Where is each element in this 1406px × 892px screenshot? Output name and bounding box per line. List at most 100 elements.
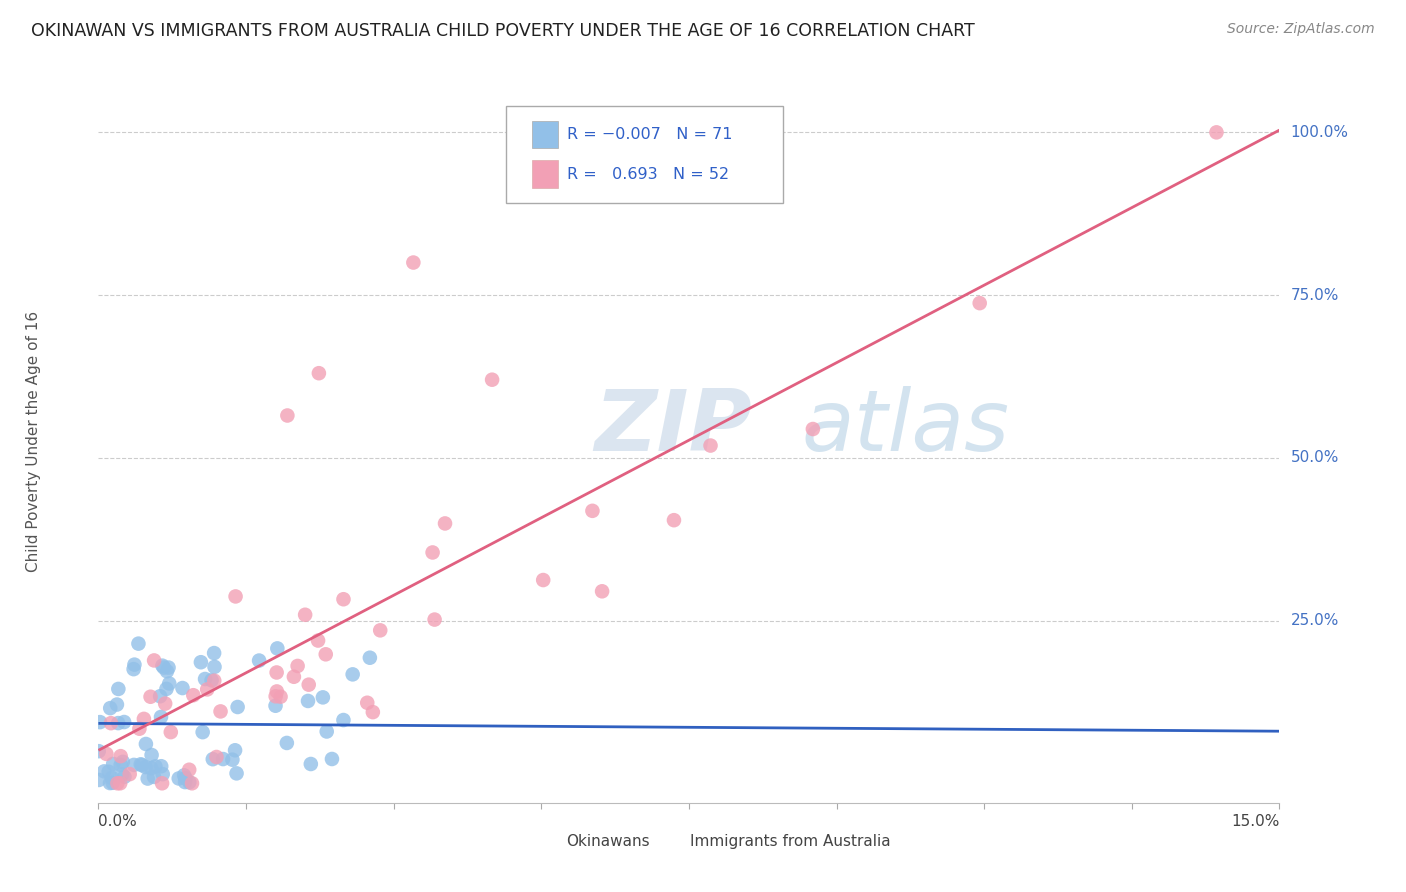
Point bbox=[174, 775, 197, 789]
Point bbox=[150, 710, 173, 724]
Text: R = −0.007   N = 71: R = −0.007 N = 71 bbox=[567, 127, 733, 142]
Point bbox=[157, 660, 180, 674]
Point bbox=[969, 296, 991, 310]
Point bbox=[132, 712, 155, 726]
Point bbox=[359, 650, 381, 665]
Point bbox=[179, 763, 201, 777]
Point bbox=[662, 513, 685, 527]
Point bbox=[297, 694, 319, 708]
Point bbox=[368, 624, 391, 638]
Point bbox=[225, 766, 247, 780]
Point bbox=[101, 756, 124, 771]
Point bbox=[221, 753, 243, 767]
Point bbox=[307, 633, 329, 648]
FancyBboxPatch shape bbox=[506, 105, 783, 203]
Point bbox=[114, 770, 136, 784]
Point bbox=[423, 613, 446, 627]
Point bbox=[98, 701, 121, 715]
Point bbox=[195, 682, 218, 697]
Point bbox=[202, 673, 225, 688]
Point bbox=[283, 670, 305, 684]
Point bbox=[87, 772, 110, 787]
Text: 100.0%: 100.0% bbox=[1291, 125, 1348, 140]
Point bbox=[276, 409, 298, 423]
Point bbox=[93, 764, 115, 779]
Point bbox=[209, 705, 232, 719]
Point bbox=[97, 764, 120, 779]
Point bbox=[287, 659, 309, 673]
Point bbox=[143, 770, 166, 784]
Point bbox=[149, 690, 172, 704]
Point bbox=[139, 690, 162, 704]
Point bbox=[107, 716, 129, 731]
Bar bbox=[531, 120, 558, 148]
Point bbox=[422, 545, 444, 559]
Point bbox=[107, 681, 129, 696]
Point bbox=[128, 722, 150, 736]
Point bbox=[225, 590, 247, 604]
Text: OKINAWAN VS IMMIGRANTS FROM AUSTRALIA CHILD POVERTY UNDER THE AGE OF 16 CORRELAT: OKINAWAN VS IMMIGRANTS FROM AUSTRALIA CH… bbox=[31, 22, 974, 40]
Point bbox=[332, 713, 354, 727]
Point bbox=[157, 676, 180, 690]
Point bbox=[96, 747, 118, 761]
Point bbox=[127, 637, 149, 651]
Bar bbox=[531, 161, 558, 188]
Point bbox=[172, 681, 194, 695]
Point bbox=[153, 697, 176, 711]
Point bbox=[124, 657, 146, 672]
Point bbox=[342, 667, 364, 681]
Point bbox=[152, 767, 174, 781]
Point bbox=[129, 757, 152, 772]
Point bbox=[194, 672, 217, 686]
Point bbox=[204, 660, 226, 674]
Point bbox=[118, 767, 141, 781]
Point bbox=[135, 760, 157, 774]
Point bbox=[402, 255, 425, 269]
Point bbox=[226, 700, 249, 714]
Point bbox=[361, 705, 384, 719]
Point bbox=[332, 592, 354, 607]
Point bbox=[131, 758, 153, 772]
Point bbox=[181, 688, 204, 702]
Point bbox=[202, 646, 225, 660]
Point bbox=[159, 725, 181, 739]
Point bbox=[141, 747, 163, 762]
Point bbox=[434, 516, 457, 531]
Point bbox=[122, 662, 145, 676]
Text: atlas: atlas bbox=[801, 385, 1010, 468]
Point bbox=[89, 715, 111, 730]
Point bbox=[167, 772, 190, 786]
Point bbox=[308, 366, 330, 380]
Bar bbox=[530, 834, 554, 850]
Point bbox=[270, 690, 292, 704]
Point bbox=[155, 681, 177, 696]
Point bbox=[181, 776, 204, 790]
Point bbox=[152, 658, 174, 673]
Point bbox=[224, 743, 246, 757]
Point bbox=[150, 759, 173, 773]
Point bbox=[212, 752, 235, 766]
Point bbox=[150, 776, 173, 790]
Point bbox=[247, 654, 270, 668]
Point bbox=[266, 641, 288, 656]
Point bbox=[581, 504, 603, 518]
Point bbox=[356, 696, 378, 710]
Point bbox=[299, 757, 322, 772]
Text: R =   0.693   N = 52: R = 0.693 N = 52 bbox=[567, 167, 730, 182]
Text: Immigrants from Australia: Immigrants from Australia bbox=[690, 834, 890, 849]
Point bbox=[481, 373, 503, 387]
Point bbox=[315, 724, 337, 739]
Point bbox=[135, 737, 157, 751]
Point bbox=[174, 771, 197, 785]
Point bbox=[205, 750, 228, 764]
Point bbox=[108, 776, 131, 790]
Text: Child Poverty Under the Age of 16: Child Poverty Under the Age of 16 bbox=[25, 311, 41, 572]
Point bbox=[141, 761, 163, 775]
Point bbox=[87, 744, 110, 758]
Text: 75.0%: 75.0% bbox=[1291, 287, 1339, 302]
Point bbox=[312, 690, 335, 705]
Point bbox=[122, 758, 145, 772]
Point bbox=[591, 584, 613, 599]
Point bbox=[111, 767, 134, 781]
Point bbox=[190, 655, 212, 669]
